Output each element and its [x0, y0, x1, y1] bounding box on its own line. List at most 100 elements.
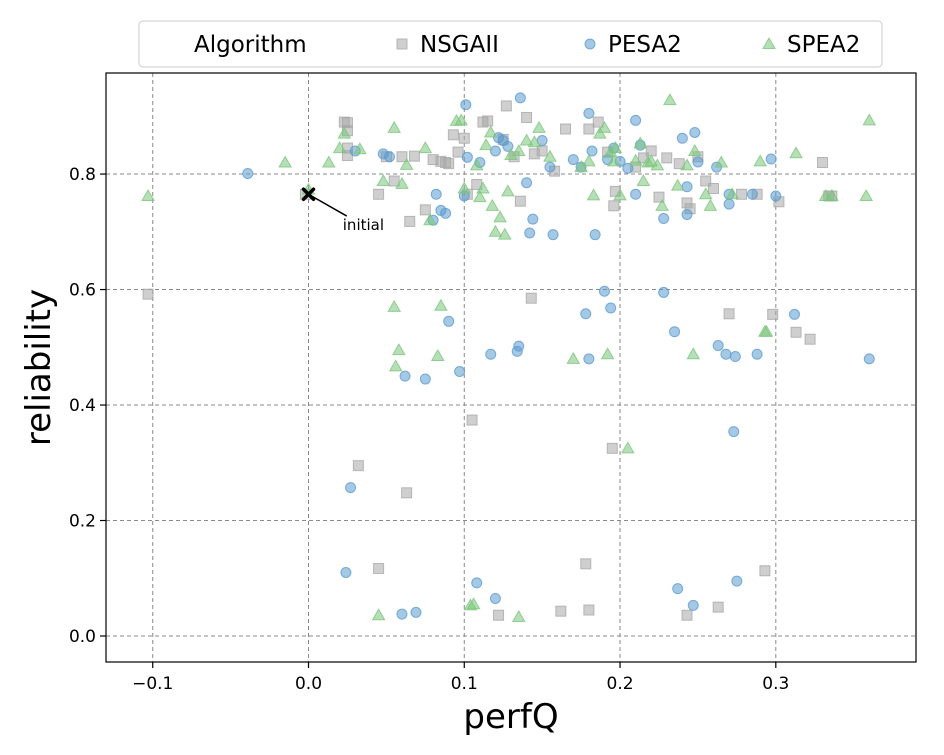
pesa2-point [729, 351, 741, 363]
pesa2-point [544, 161, 556, 173]
legend-label-pesa2: PESA2 [608, 32, 682, 58]
spea2-point [703, 198, 718, 211]
nsgaii-point [759, 565, 771, 577]
pesa2-point [514, 92, 526, 104]
nsgaii-point [817, 157, 829, 169]
nsgaii-point [493, 609, 505, 621]
pesa2-point [583, 107, 595, 119]
legend-marker-nsgaii [396, 38, 408, 50]
nsgaii-point [373, 562, 385, 574]
spea2-point [698, 187, 713, 200]
pesa2-point [789, 308, 800, 320]
spea2-point [501, 184, 515, 197]
nsgaii-point [681, 609, 693, 621]
pesa2-point [681, 208, 693, 220]
pesa2-point [689, 126, 701, 138]
spea2-point [278, 155, 292, 168]
spea2-point [862, 113, 877, 126]
nsgaii-point [500, 100, 512, 112]
y-tick-label: 0.4 [69, 396, 96, 416]
legend-label-spea2: SPEA2 [787, 32, 860, 58]
spea2-point [636, 173, 651, 186]
pesa2-point [471, 577, 483, 589]
spea2-point [606, 154, 621, 167]
x-tick-label: 0.3 [762, 674, 789, 694]
spea2-point [859, 188, 874, 201]
spea2-point [714, 155, 729, 168]
pesa2-point [746, 188, 758, 200]
spea2-point [332, 141, 347, 154]
legend: Algorithm NSGAII PESA2 SPEA2 [138, 20, 883, 68]
nsgaii-point [388, 175, 400, 187]
annotation-label: initial [343, 216, 384, 234]
nsgaii-point [608, 200, 620, 212]
spea2-point [472, 190, 487, 203]
y-tick-label: 0.2 [69, 512, 96, 532]
spea2-point [633, 136, 648, 149]
nsgaii-point [606, 442, 618, 454]
spea2-point [488, 224, 503, 237]
pesa2-point [410, 606, 422, 618]
pesa2-point [770, 190, 782, 202]
nsgaii-point [767, 308, 779, 320]
legend-box [138, 20, 883, 68]
spea2-point [620, 441, 635, 454]
spea2-point [613, 188, 627, 201]
nsgaii-point [408, 150, 420, 162]
pesa2-point [440, 207, 452, 219]
pesa2-point [687, 599, 699, 611]
y-tick-label: 0.8 [69, 165, 96, 185]
pesa2-point [731, 575, 743, 587]
pesa2-point [399, 370, 411, 382]
nsgaii-point [536, 145, 548, 157]
pesa2-point [586, 145, 598, 157]
spea2-point [388, 359, 403, 372]
pesa2-point [513, 340, 525, 352]
spea2-point [566, 351, 581, 364]
spea2-point [600, 347, 615, 360]
spea2-point [597, 120, 612, 133]
spea2-point [644, 154, 659, 167]
pesa2-point [658, 213, 670, 225]
spea2-point [479, 138, 493, 151]
nsgaii-point [592, 116, 604, 128]
spea2-point [532, 120, 546, 133]
y-tick-label: 0.6 [69, 281, 96, 301]
spea2-point [395, 176, 409, 189]
spea2-point [418, 141, 433, 154]
spea2-point [337, 126, 352, 139]
pesa2-point [345, 482, 357, 494]
spea2-point [586, 188, 601, 201]
pesa2-point [669, 326, 681, 338]
legend-title: Algorithm [194, 32, 307, 58]
nsgaii-point [580, 558, 592, 570]
spea2-point [454, 113, 469, 126]
spea2-point [687, 143, 702, 156]
nsgaii-point [712, 601, 724, 613]
nsgaii-point [352, 460, 364, 472]
nsgaii-point [404, 215, 416, 227]
pesa2-point [580, 308, 592, 320]
pesa2-point [419, 373, 431, 385]
spea2-point [582, 154, 596, 167]
pesa2-point [720, 348, 732, 360]
nsgaii-point [555, 605, 567, 617]
spea2-point [650, 158, 665, 171]
pesa2-point [460, 99, 472, 111]
spea2-point [376, 173, 391, 186]
nsgaii-point [466, 414, 478, 426]
pesa2-point [723, 198, 735, 210]
pesa2-point [454, 366, 466, 378]
pesa2-point [489, 145, 501, 157]
pesa2-point [443, 315, 455, 327]
pesa2-point [524, 227, 536, 239]
nsgaii-point [458, 132, 470, 144]
initial-marker [301, 187, 316, 202]
pesa2-point [567, 154, 579, 166]
nsgaii-point [419, 204, 431, 216]
nsgaii-point [708, 182, 719, 194]
nsgaii-point [525, 292, 537, 304]
spea2-point [476, 181, 490, 194]
nsgaii-point [443, 158, 455, 170]
spea2-point [543, 149, 557, 162]
